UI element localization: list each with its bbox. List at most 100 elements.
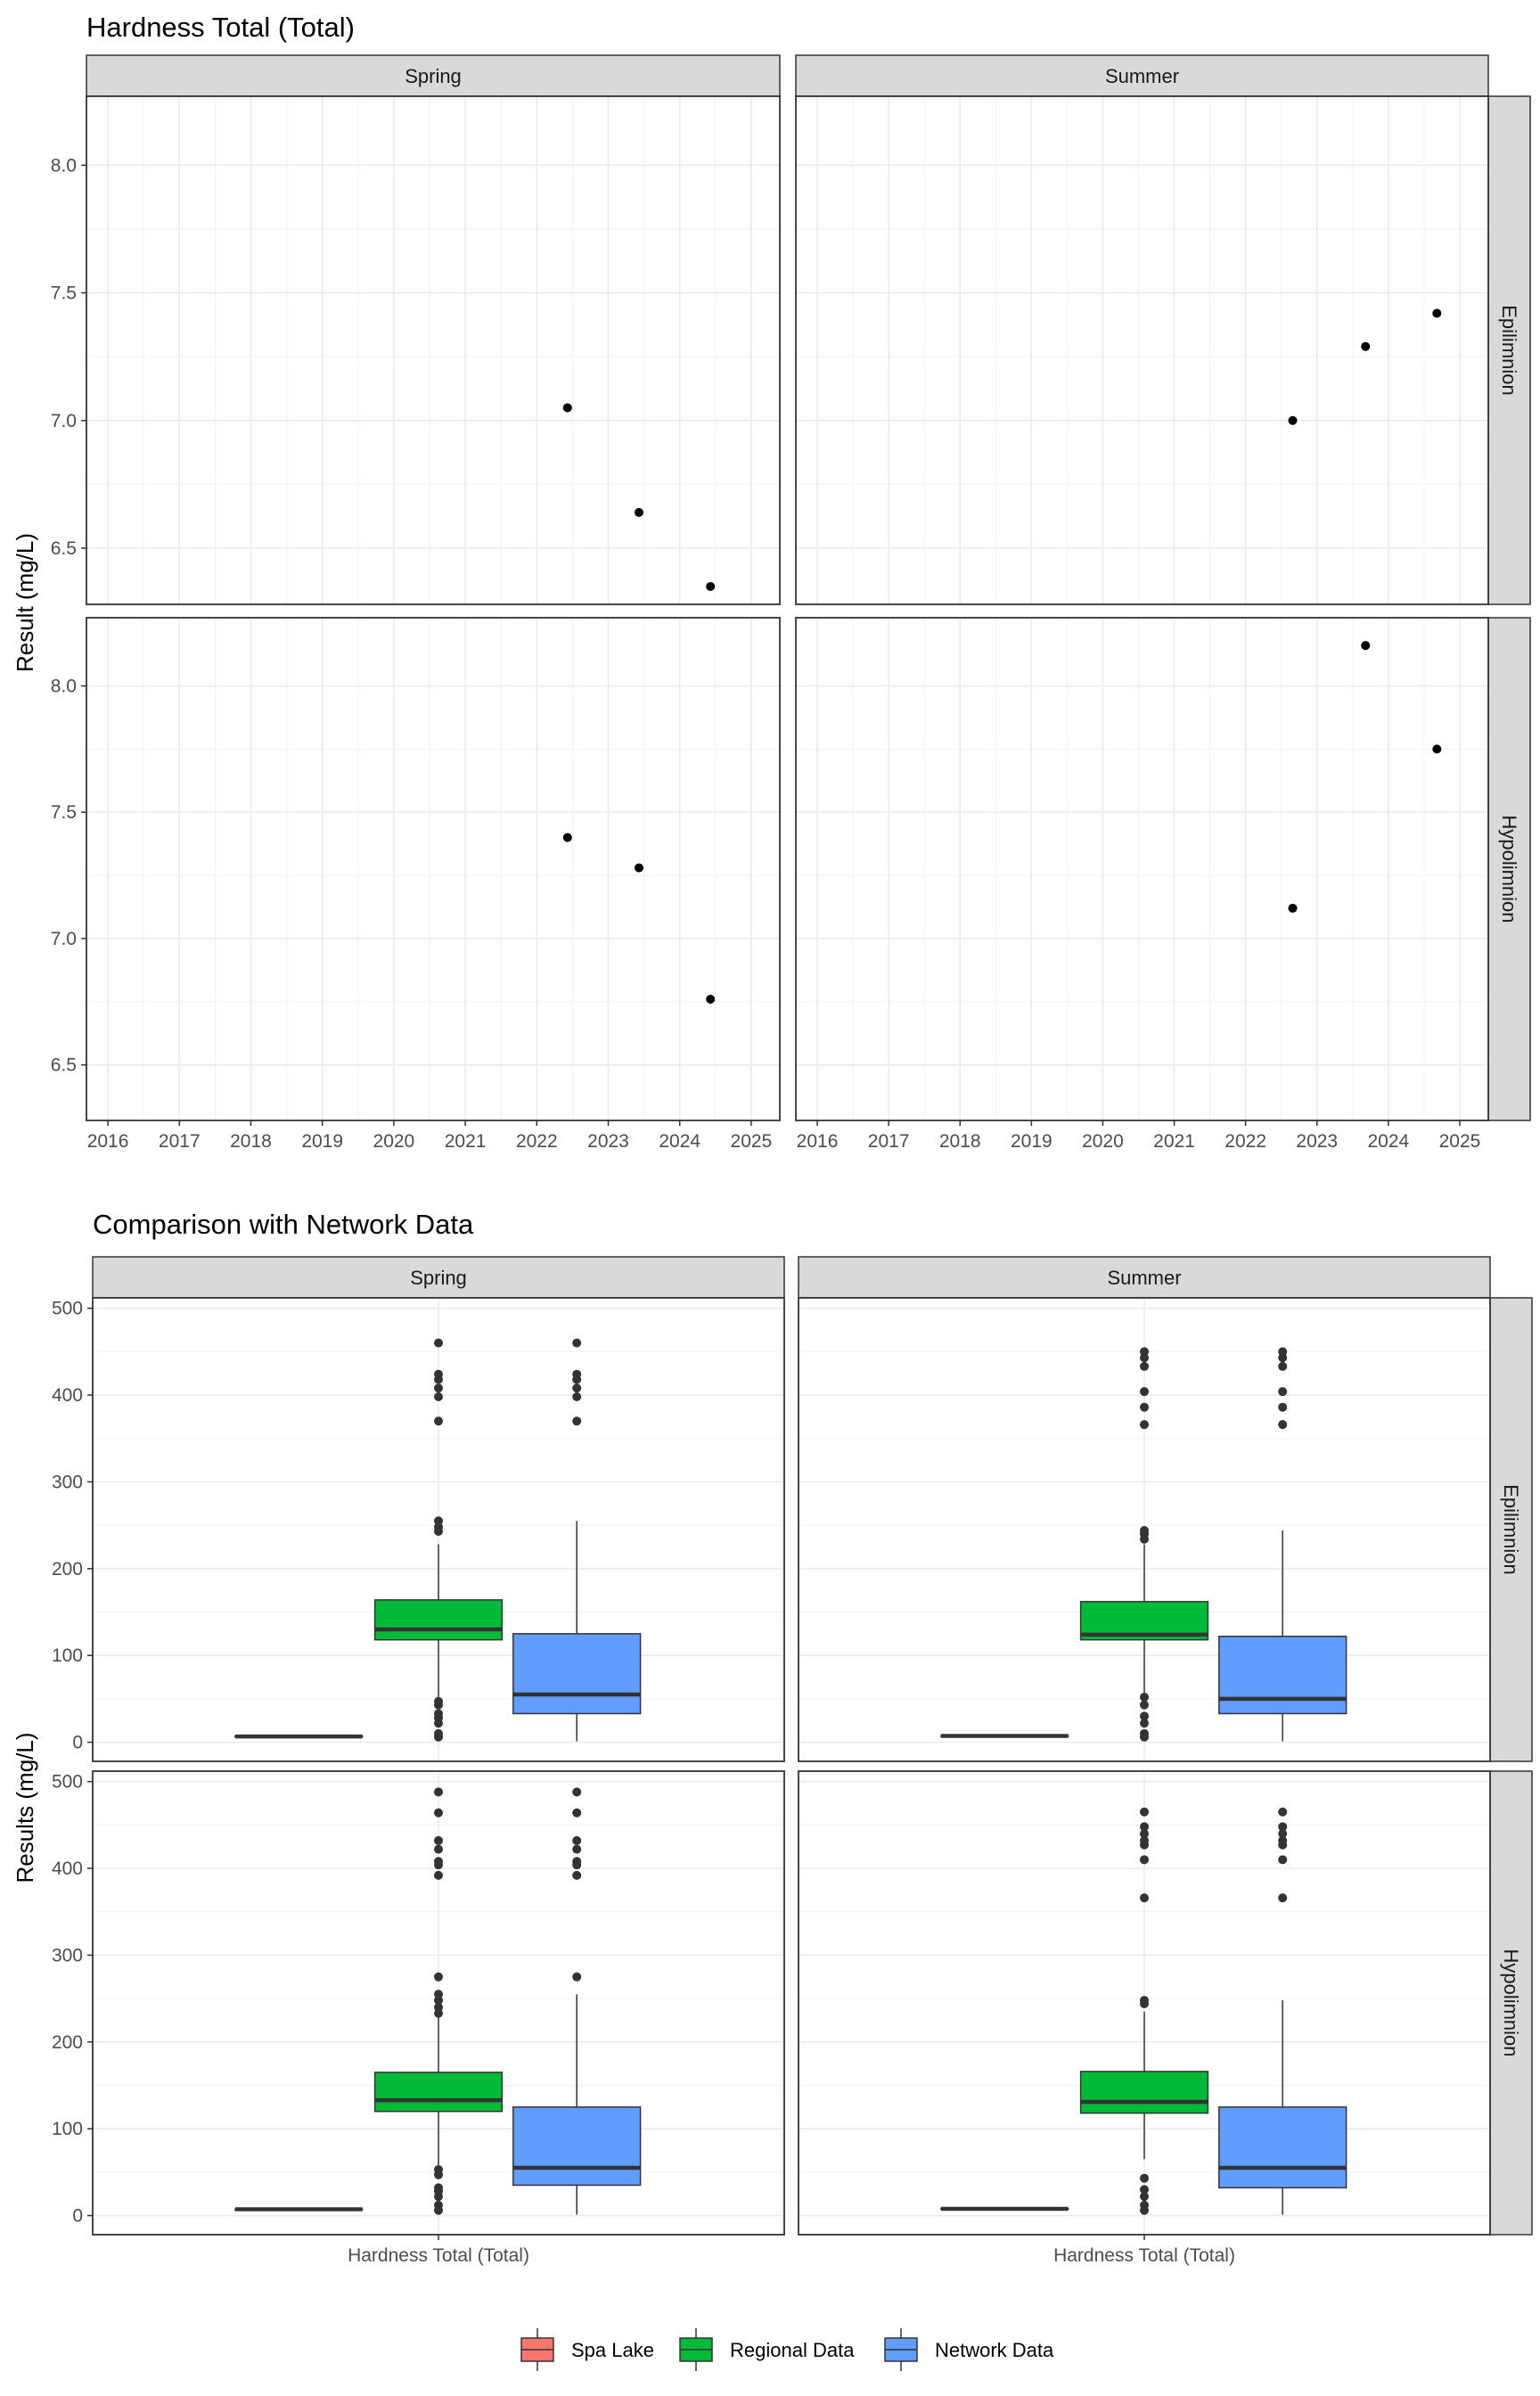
outlier-point [1278, 1893, 1288, 1903]
chart-1-panel-spring-epilimnion: 6.5 7.0 7.5 8.0 [51, 95, 781, 605]
chart-1-strip-summer [795, 54, 1489, 97]
outlier-point [1278, 1353, 1288, 1363]
outlier-point [572, 1383, 582, 1393]
outlier-point [434, 2008, 443, 2018]
outlier-point [1140, 1387, 1149, 1397]
box-spa-lake [234, 1734, 364, 1739]
data-point [706, 581, 716, 591]
box-network-data [512, 1338, 642, 1742]
box-iqr [512, 1633, 642, 1715]
chart-2-panel-spring-epilimnion: 0 100 200 300 400 500 [52, 1297, 785, 1762]
y-tick-label: 400 [52, 1859, 83, 1879]
data-point [1361, 641, 1371, 651]
outlier-point [1140, 2205, 1149, 2215]
panel-background [86, 618, 780, 1120]
y-tick-label: 500 [52, 1772, 83, 1793]
outlier-point [434, 1870, 443, 1880]
y-tick-label: 100 [52, 2119, 83, 2139]
outlier-point [1278, 1387, 1288, 1397]
panel-border [86, 95, 781, 605]
outlier-point [1278, 1807, 1288, 1817]
outlier-point [572, 1338, 582, 1348]
x-tick-label: 2018 [230, 1131, 272, 1152]
chart-2-strip-label-spring: Spring [410, 1267, 467, 1289]
outlier-point [1140, 1711, 1149, 1721]
outlier-point [1140, 1420, 1149, 1430]
data-point [1432, 744, 1442, 754]
outlier-point [1278, 1855, 1288, 1865]
outlier-point [1140, 1822, 1149, 1832]
outlier-point [572, 1972, 582, 1982]
box-iqr [1218, 2106, 1348, 2189]
panel-border [795, 617, 1489, 1121]
outlier-point [1140, 1719, 1149, 1728]
chart-2-title: Comparison with Network Data [93, 1209, 474, 1240]
chart-1-strip-label-epilimnion: Epilimnion [1498, 305, 1520, 396]
x-tick-label: 2020 [1082, 1131, 1124, 1152]
panel-background [796, 618, 1488, 1120]
data-point [706, 994, 716, 1004]
outlier-point [1140, 1829, 1149, 1839]
legend-item-spa-lake: Spa Lake [520, 2328, 654, 2371]
outlier-point [434, 1526, 443, 1536]
chart-2-boxplot: Comparison with Network Data Results (mg… [12, 1209, 1533, 2371]
legend-label: Regional Data [730, 2339, 855, 2361]
chart-1-strip-hypolimnion [1487, 617, 1531, 1121]
box-iqr [1218, 1636, 1348, 1715]
x-tick-label: 2017 [868, 1131, 910, 1152]
outlier-point [1140, 1855, 1149, 1865]
outlier-point [1278, 1840, 1288, 1850]
outlier-point [572, 1860, 582, 1870]
y-tick-label: 100 [52, 1645, 83, 1666]
data-point [1432, 308, 1442, 318]
box-iqr [512, 2106, 642, 2187]
chart-1-timeseries: Hardness Total (Total) Result (mg/L) Spr… [12, 12, 1531, 1152]
legend-label: Spa Lake [571, 2339, 654, 2361]
chart-1-panel-spring-hypolimnion: 6.5 7.0 7.5 8.0 2016 2017 2018 2019 2020 2021 2022… [51, 617, 781, 1152]
chart-2-strip-label-summer: Summer [1107, 1267, 1181, 1289]
chart-2-panel-spring-hypolimnion: 0 100 200 300 400 500 Hardness Total (Total) [52, 1770, 785, 2266]
chart-2-strip-label-hypolimnion: Hypolimnion [1500, 1949, 1522, 2056]
outlier-point [1140, 1692, 1149, 1702]
outlier-point [434, 1860, 443, 1870]
box-iqr [373, 1599, 504, 1641]
outlier-point [572, 1392, 582, 1402]
outlier-point [572, 1787, 582, 1797]
outlier-point [434, 1732, 443, 1742]
outlier-point [1140, 1353, 1149, 1363]
outlier-point [434, 1808, 443, 1818]
y-tick-label: 400 [52, 1385, 83, 1406]
outlier-point [1140, 1402, 1149, 1412]
outlier-point [434, 1338, 443, 1348]
x-tick-label: 2023 [1296, 1131, 1338, 1152]
chart-2-legend: Spa Lake Regional Data Network Data [520, 2328, 1054, 2371]
outlier-point [1278, 1822, 1288, 1832]
outlier-point [434, 1719, 443, 1728]
x-tick-label: Hardness Total (Total) [348, 2245, 529, 2266]
chart-2-y-axis-label: Results (mg/L) [12, 1732, 38, 1883]
data-point [562, 833, 572, 842]
box-regional-data [373, 1787, 504, 2215]
x-tick-label: 2019 [301, 1131, 343, 1152]
x-tick-label: 2019 [1011, 1131, 1053, 1152]
x-tick-label: 2021 [1153, 1131, 1195, 1152]
x-tick-label: 2022 [516, 1131, 558, 1152]
chart-1-panel-summer-epilimnion [795, 95, 1489, 605]
chart-2-strip-spring [92, 1256, 785, 1299]
outlier-point [1140, 1700, 1149, 1710]
x-tick-label: 2023 [587, 1131, 629, 1152]
box-iqr [373, 2072, 504, 2113]
box-network-data [1218, 1347, 1348, 1742]
outlier-point [1278, 1402, 1288, 1412]
x-tick-label: 2025 [1439, 1131, 1481, 1152]
box-iqr [1079, 2071, 1209, 2114]
panel-border [795, 95, 1489, 605]
outlier-point [572, 1835, 582, 1845]
chart-2-strip-epilimnion [1489, 1297, 1533, 1762]
box-regional-data [1079, 1347, 1209, 1742]
outlier-point [434, 1787, 443, 1797]
y-tick-label: 200 [52, 2032, 83, 2053]
x-tick-label: 2025 [731, 1131, 773, 1152]
x-tick-label: 2022 [1225, 1131, 1266, 1152]
